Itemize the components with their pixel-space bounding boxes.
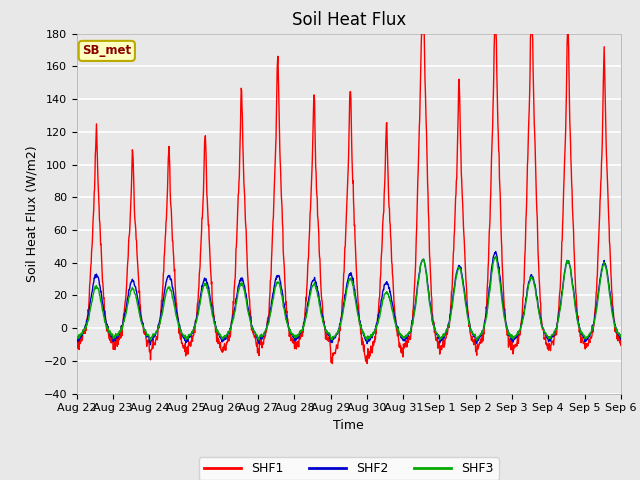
SHF3 [147,337,154,343]
SHF2 [553,323,561,328]
SHF1 [255,346,262,352]
Y-axis label: Soil Heat Flux (W/m2): Soil Heat Flux (W/m2) [25,145,38,282]
SHF2 [73,339,81,345]
SHF1 [617,343,625,348]
SHF1 [434,345,442,351]
SHF3 [195,312,202,317]
SHF3 [617,334,625,340]
SHF1 [553,326,561,332]
SHF2 [434,333,442,338]
SHF3 [505,330,513,336]
SHF2 [505,330,513,336]
SHF1 [194,300,202,306]
SHF2 [195,308,202,313]
SHF1 [505,336,513,342]
SHF2 [617,336,625,342]
SHF2 [147,342,154,348]
Line: SHF1: SHF1 [77,34,621,363]
SHF3 [553,324,561,329]
SHF1 [418,31,426,36]
Legend: SHF1, SHF2, SHF3: SHF1, SHF2, SHF3 [199,457,499,480]
X-axis label: Time: Time [333,419,364,432]
Line: SHF3: SHF3 [77,257,621,340]
SHF1 [180,345,188,351]
SHF2 [255,340,263,346]
SHF3 [492,254,499,260]
SHF3 [181,335,189,340]
SHF3 [73,336,81,341]
SHF3 [434,331,442,337]
SHF1 [328,360,336,366]
SHF3 [255,337,263,343]
Line: SHF2: SHF2 [77,252,621,345]
SHF2 [181,337,189,343]
SHF2 [492,249,499,254]
SHF1 [73,345,81,351]
Text: SB_met: SB_met [82,44,131,58]
Title: Soil Heat Flux: Soil Heat Flux [292,11,406,29]
